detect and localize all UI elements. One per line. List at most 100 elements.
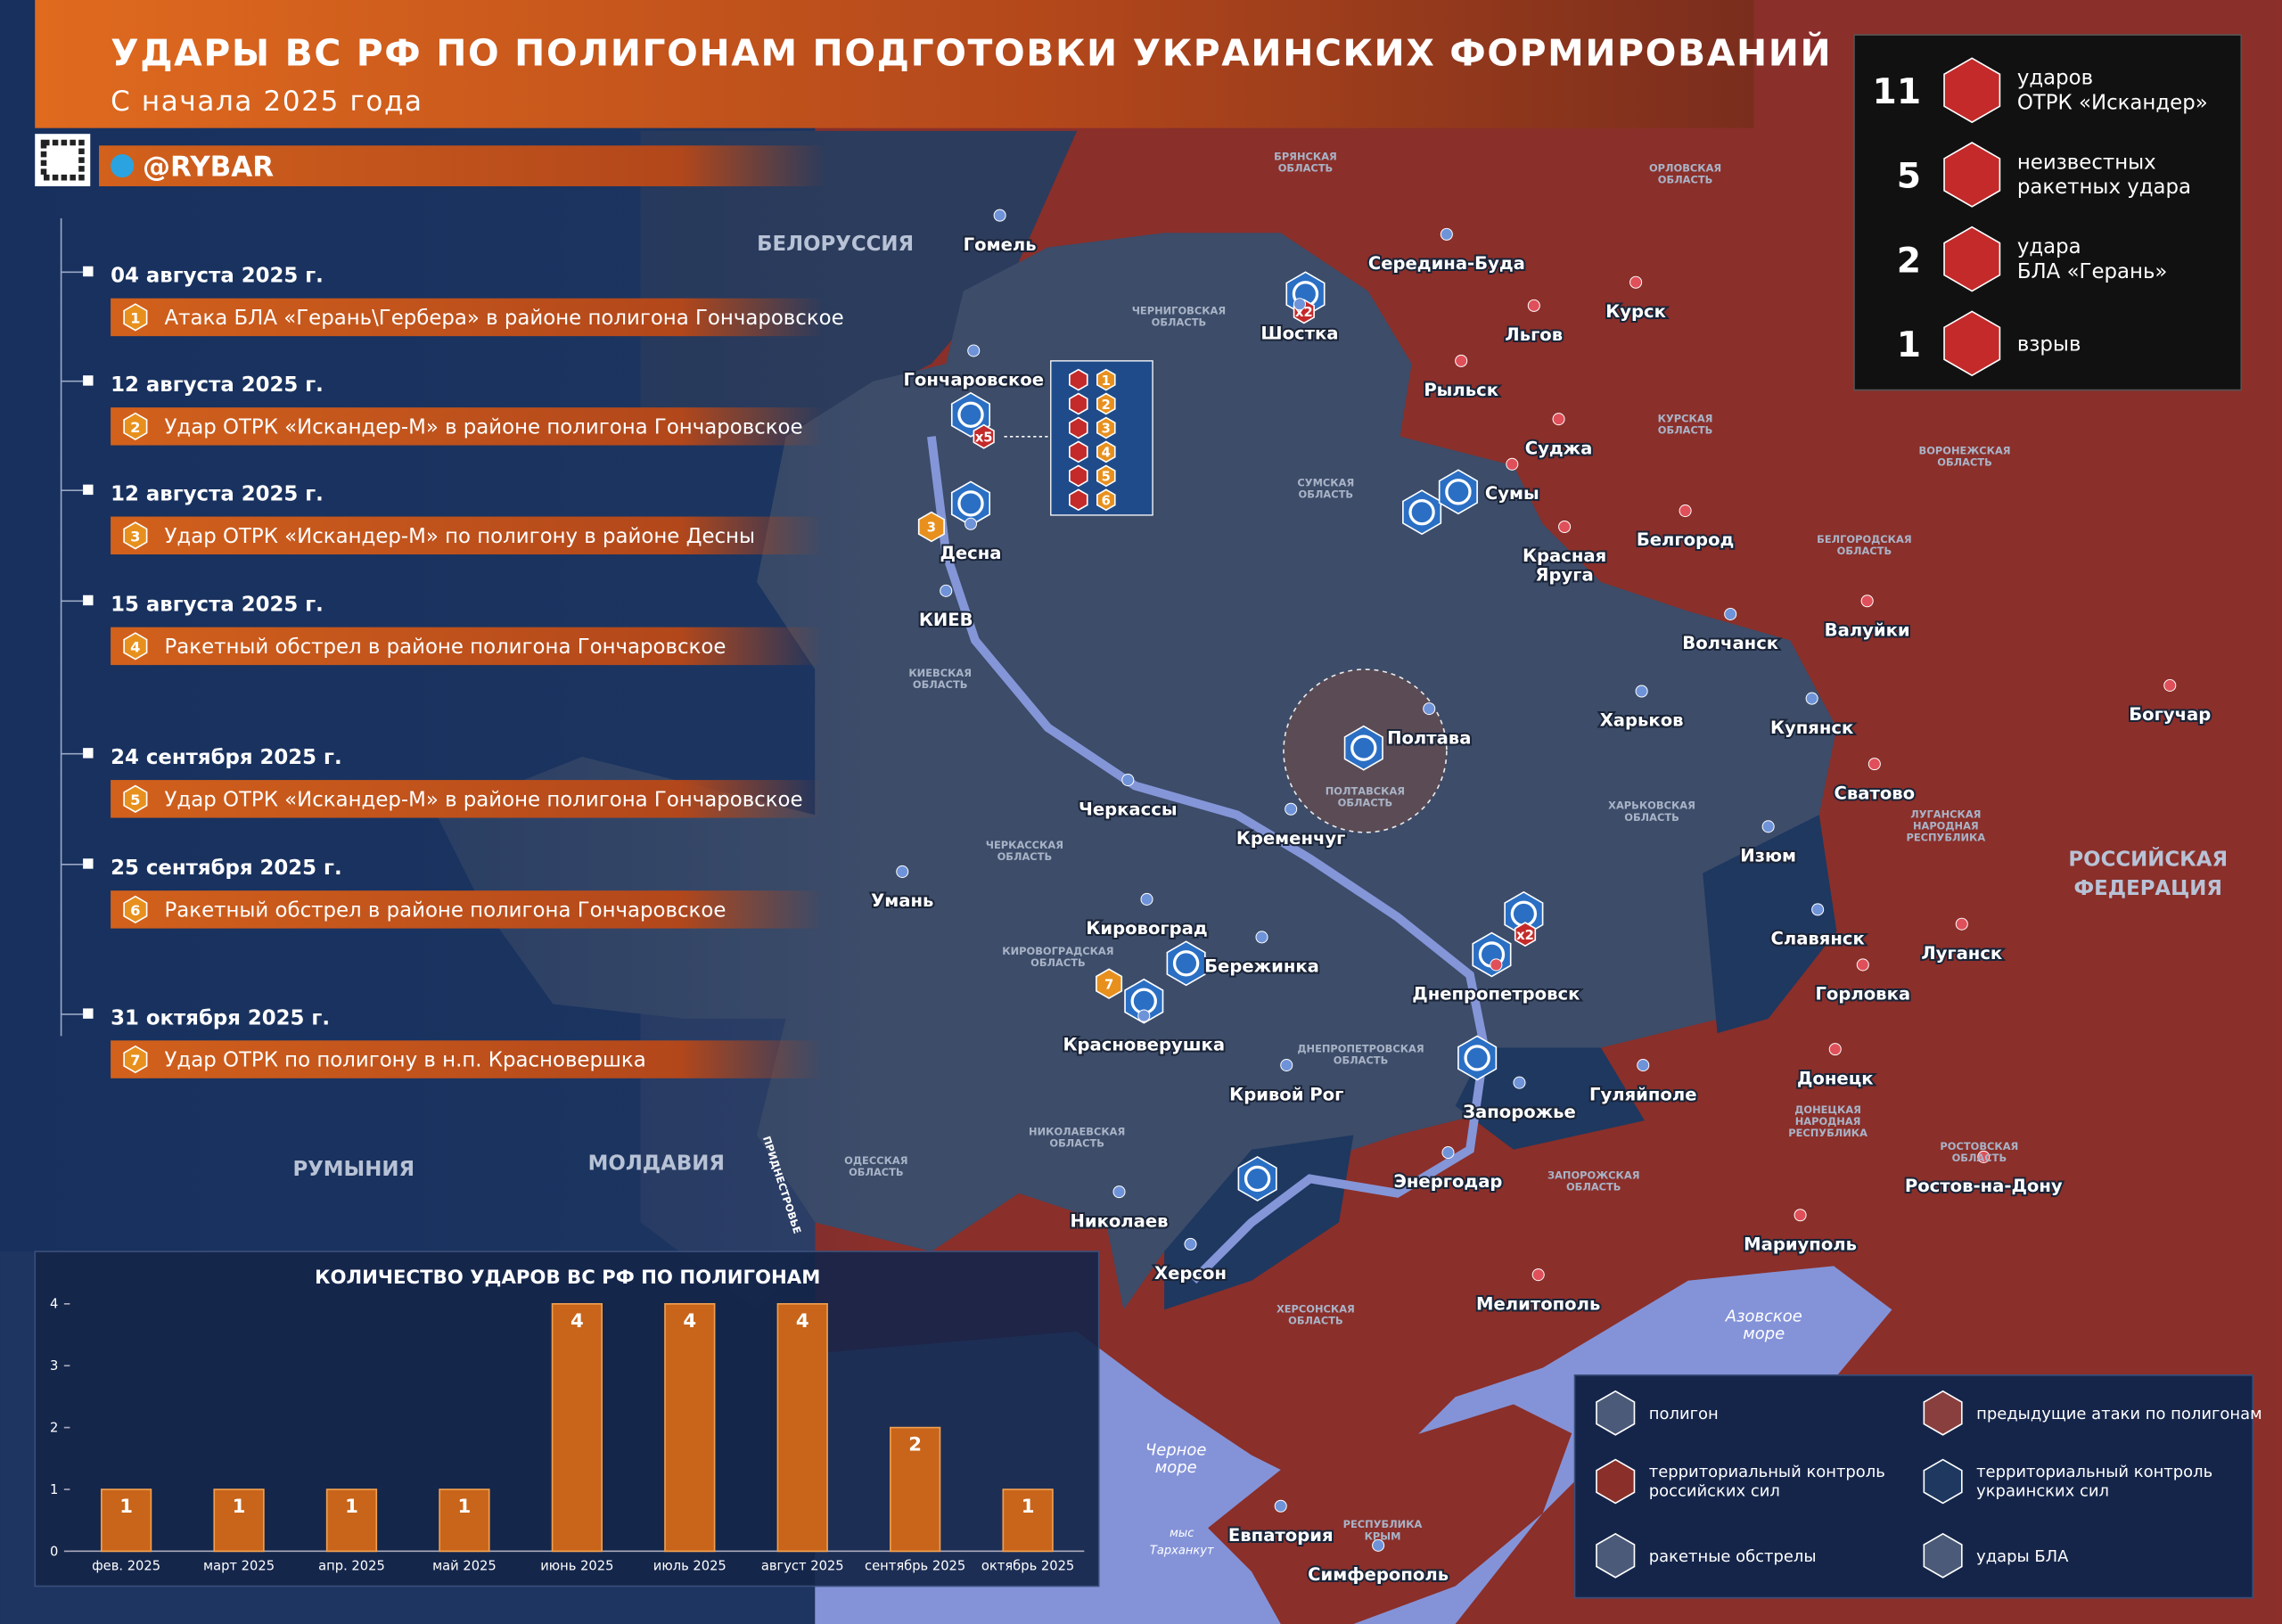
city-label: Валуйки	[1825, 619, 1910, 640]
region-label: СУМСКАЯ ОБЛАСТЬ	[1297, 476, 1354, 500]
city-label-line: Шостка	[1260, 323, 1338, 343]
summary-text-line: ОТРК «Искандер»	[2017, 91, 2208, 114]
region-label-line: ЗАПОРОЖСКАЯ	[1547, 1169, 1639, 1181]
city-dot	[1531, 1268, 1545, 1282]
map-badge-label: x2	[1516, 928, 1534, 943]
city-label: Николаев	[1070, 1210, 1168, 1231]
city-label: Энергодар	[1394, 1171, 1503, 1192]
region-label-line: ОБЛАСТЬ	[1658, 424, 1713, 437]
event-number: 7	[130, 1052, 140, 1069]
summary-icon	[1943, 142, 2001, 208]
event-number: 6	[130, 902, 140, 919]
polygon-target	[1464, 1045, 1490, 1071]
city-dot	[1440, 227, 1453, 241]
water-label: Азовское море	[1725, 1307, 1802, 1343]
city-label: Богучар	[2129, 704, 2211, 725]
city-dot	[1828, 1043, 1842, 1056]
strike-number: 6	[1102, 494, 1111, 509]
strike-number: 4	[1102, 446, 1111, 461]
region-label: ОДЕССКАЯ ОБЛАСТЬ	[844, 1154, 907, 1178]
x-tick-label: август 2025	[761, 1559, 844, 1574]
city-dot	[896, 865, 909, 878]
city-label-line: Валуйки	[1825, 619, 1910, 640]
telegram-icon	[111, 154, 135, 178]
city-label: Кривой Рог	[1229, 1084, 1343, 1104]
y-tick-label: 1	[50, 1482, 58, 1497]
region-label-line: ОБЛАСТЬ	[1624, 811, 1679, 824]
y-tick-label: 2	[50, 1420, 58, 1435]
dnieper-river	[927, 436, 1490, 1284]
region-label-line: ДОНЕЦКАЯ	[1794, 1103, 1861, 1116]
city-label: Гомель	[964, 234, 1037, 255]
city-dot	[1372, 1538, 1385, 1552]
city-label-line: Льгов	[1505, 324, 1563, 345]
summary-text-line: ударов	[2017, 67, 2093, 90]
event-badge	[123, 632, 148, 660]
region-label: ХЕРСОНСКАЯ ОБЛАСТЬ	[1276, 1303, 1355, 1327]
region-label-line: РЕСПУБЛИКА	[1788, 1127, 1867, 1139]
city-label-line: Славянск	[1771, 929, 1865, 949]
city-dot	[1527, 299, 1540, 312]
event-badge	[123, 1045, 148, 1074]
legend-label-line: территориальный контроль	[1649, 1463, 1885, 1481]
city-dot	[2163, 678, 2177, 692]
polygon-marker	[1124, 978, 1164, 1024]
event-text: Удар ОТРК «Искандер-М» в районе полигона…	[165, 416, 803, 439]
city-label-line: Харьков	[1600, 710, 1684, 731]
city-dot	[1285, 802, 1298, 816]
front-zone	[1455, 1047, 1645, 1150]
city-label: Купянск	[1770, 718, 1853, 738]
timeline-node	[83, 858, 94, 869]
city-label-line: Красная	[1523, 545, 1606, 566]
city-label-line: Горловка	[1815, 984, 1910, 1005]
city-dot	[940, 584, 953, 597]
city-label-line: Умань	[871, 890, 933, 911]
region-label-line: НИКОЛАЕВСКАЯ	[1029, 1125, 1125, 1137]
region-label-line: ЛУГАНСКАЯ	[1910, 808, 1981, 821]
legend-label-line: территориальный контроль	[1976, 1463, 2212, 1481]
city-label-line: Ростов-на-Дону	[1905, 1176, 2063, 1196]
city-dot	[1558, 520, 1572, 534]
city-label-line: Полтава	[1387, 727, 1471, 748]
country-label: РОССИЙСКАЯ ФЕДЕРАЦИЯ	[2068, 846, 2228, 900]
city-label: Полтава	[1387, 727, 1471, 748]
timeline-node	[83, 484, 94, 496]
polygon-target	[1172, 950, 1200, 977]
region-label-line: НАРОДНАЯ	[1913, 820, 1979, 833]
city-label: Льгов	[1505, 324, 1563, 345]
city-dot	[1811, 903, 1825, 916]
event-date: 15 августа 2025 г.	[111, 594, 324, 617]
event-badge	[123, 521, 148, 550]
region-label-line: ОБЛАСТЬ	[1837, 545, 1892, 557]
bar-value: 1	[345, 1496, 358, 1518]
y-tick-label: 4	[50, 1297, 58, 1312]
event-text: Удар ОТРК по полигону в н.п. Красновершк…	[165, 1049, 646, 1072]
strike-badge	[1096, 488, 1116, 512]
city-label-line: Белгород	[1637, 529, 1734, 550]
city-label: Кременчуг	[1236, 828, 1346, 849]
legend-swatch	[1596, 1532, 1636, 1579]
legend-swatch	[1596, 1390, 1636, 1436]
event-badge	[123, 784, 148, 813]
city-label: Ростов-на-Дону	[1905, 1176, 2063, 1196]
city-dot	[1867, 758, 1881, 771]
front-zone	[1703, 815, 1837, 1034]
region-label: БРЯНСКАЯ ОБЛАСТЬ	[1274, 151, 1337, 175]
polygon-target	[1445, 479, 1472, 505]
summary-icon	[1943, 310, 2001, 377]
city-label-line: Луганск	[1921, 943, 2002, 964]
region-label-line: ЧЕРНИГОВСКАЯ	[1132, 305, 1226, 317]
region-label-line: ЧЕРКАССКАЯ	[986, 839, 1063, 851]
country-label-line: ФЕДЕРАЦИЯ	[2073, 877, 2222, 900]
city-label: Днепропетровск	[1412, 984, 1580, 1005]
event-bar	[111, 1040, 825, 1079]
city-dot	[1629, 275, 1643, 289]
event-date: 31 октября 2025 г.	[111, 1006, 330, 1029]
strike-number: 1	[1102, 373, 1111, 389]
region-label-line: ОБЛАСТЬ	[849, 1166, 904, 1178]
strike-number: 2	[1102, 398, 1111, 413]
region-label-line: РОСТОВСКАЯ	[1940, 1140, 2018, 1152]
event-bar	[111, 627, 825, 666]
bar-value: 1	[458, 1496, 472, 1518]
city-dot	[1184, 1237, 1197, 1251]
